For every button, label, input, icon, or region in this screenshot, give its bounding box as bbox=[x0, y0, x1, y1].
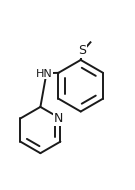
Text: HN: HN bbox=[36, 69, 53, 78]
Text: N: N bbox=[54, 112, 63, 125]
Text: S: S bbox=[78, 44, 86, 57]
